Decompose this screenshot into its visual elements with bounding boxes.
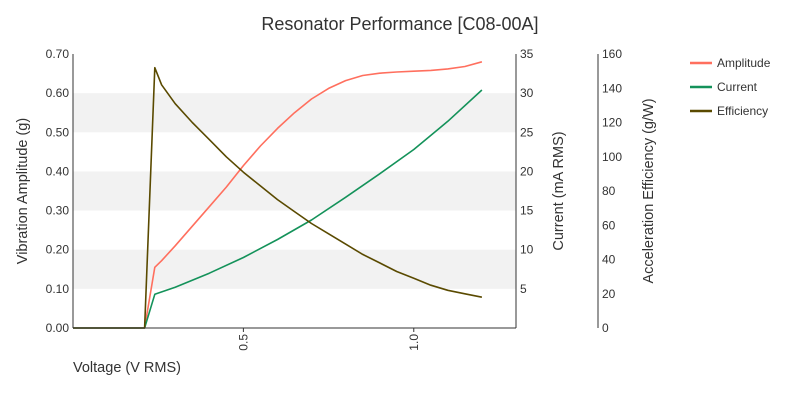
grid-band — [73, 249, 516, 289]
legend: Amplitude Current Efficiency — [690, 56, 771, 118]
series-line-current — [73, 89, 483, 329]
y-tick-label-efficiency: 0 — [602, 321, 609, 335]
y-tick-label-current: 25 — [520, 125, 534, 139]
y-tick-label-amplitude: 0.60 — [46, 86, 70, 100]
y-tick-label-efficiency: 140 — [602, 81, 622, 95]
y-tick-label-amplitude: 0.70 — [46, 47, 70, 61]
y-tick-label-efficiency: 80 — [602, 184, 616, 198]
y-axis-label-current: Current (mA RMS) — [551, 131, 567, 250]
grid-bands — [73, 93, 516, 289]
y-tick-label-amplitude: 0.20 — [46, 243, 70, 257]
y-axis-label-amplitude: Vibration Amplitude (g) — [15, 118, 31, 264]
y-tick-label-efficiency: 40 — [602, 253, 616, 267]
x-tick-label: 0.5 — [236, 334, 250, 351]
axes: 0.000.100.200.300.400.500.600.70Vibratio… — [15, 47, 657, 351]
x-axis-label: Voltage (V RMS) — [73, 360, 181, 376]
series-line-amplitude — [73, 61, 483, 329]
y-tick-label-amplitude: 0.30 — [46, 204, 70, 218]
y-tick-label-current: 15 — [520, 204, 534, 218]
y-tick-label-efficiency: 100 — [602, 150, 622, 164]
chart-title: Resonator Performance [C08-00A] — [261, 14, 538, 34]
legend-label-efficiency: Efficiency — [717, 104, 768, 118]
y-tick-label-current: 10 — [520, 243, 534, 257]
y-axis-label-efficiency: Acceleration Efficiency (g/W) — [641, 98, 657, 283]
y-tick-label-current: 35 — [520, 47, 534, 61]
y-tick-label-efficiency: 20 — [602, 287, 616, 301]
legend-label-amplitude: Amplitude — [717, 56, 771, 70]
y-tick-label-current: 5 — [520, 282, 527, 296]
y-tick-label-current: 30 — [520, 86, 534, 100]
y-tick-label-efficiency: 60 — [602, 218, 616, 232]
y-tick-label-amplitude: 0.40 — [46, 164, 70, 178]
x-tick-label: 1.0 — [407, 334, 421, 351]
y-tick-label-amplitude: 0.00 — [46, 321, 70, 335]
legend-label-current: Current — [717, 80, 758, 94]
grid-band — [73, 171, 516, 211]
y-tick-label-current: 20 — [520, 164, 534, 178]
series-layer — [73, 61, 483, 329]
series-line-efficiency — [73, 66, 483, 329]
y-tick-label-efficiency: 120 — [602, 116, 622, 130]
y-tick-label-amplitude: 0.50 — [46, 125, 70, 139]
y-tick-label-efficiency: 160 — [602, 47, 622, 61]
y-tick-label-amplitude: 0.10 — [46, 282, 70, 296]
